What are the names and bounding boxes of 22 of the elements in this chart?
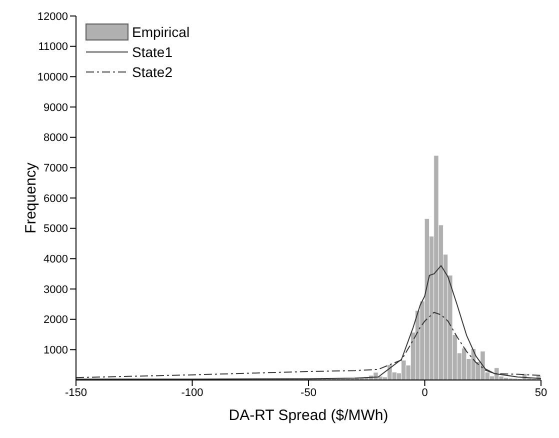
y-tick-label: 7000 xyxy=(44,162,68,175)
legend-label: State1 xyxy=(132,44,172,60)
y-tick-label: 6000 xyxy=(44,192,68,205)
y-tick-label: 4000 xyxy=(44,254,68,266)
x-tick-label: 0 xyxy=(422,386,428,399)
y-tick-label: 8000 xyxy=(44,132,68,144)
y-tick-label: 12000 xyxy=(37,10,68,23)
y-tick-label: 11000 xyxy=(38,41,68,54)
y-axis-title: Frequency xyxy=(22,162,40,234)
x-tick-label: 50 xyxy=(534,386,548,399)
y-tick-label: 3000 xyxy=(44,284,68,296)
x-tick-label: -50 xyxy=(300,386,316,399)
x-axis-title: DA-RT Spread ($/MWh) xyxy=(228,407,388,424)
y-tick-label: 5000 xyxy=(44,223,68,236)
legend-label: State2 xyxy=(132,64,172,80)
legend-label: Empirical xyxy=(132,24,190,40)
y-tick-label: 2000 xyxy=(44,314,68,326)
x-tick-label: -150 xyxy=(64,386,88,399)
x-tick-label: -100 xyxy=(181,386,204,399)
y-tick-label: 9000 xyxy=(44,102,68,114)
y-tick-label: 10000 xyxy=(37,72,68,84)
y-tick-label: 1000 xyxy=(44,344,68,357)
